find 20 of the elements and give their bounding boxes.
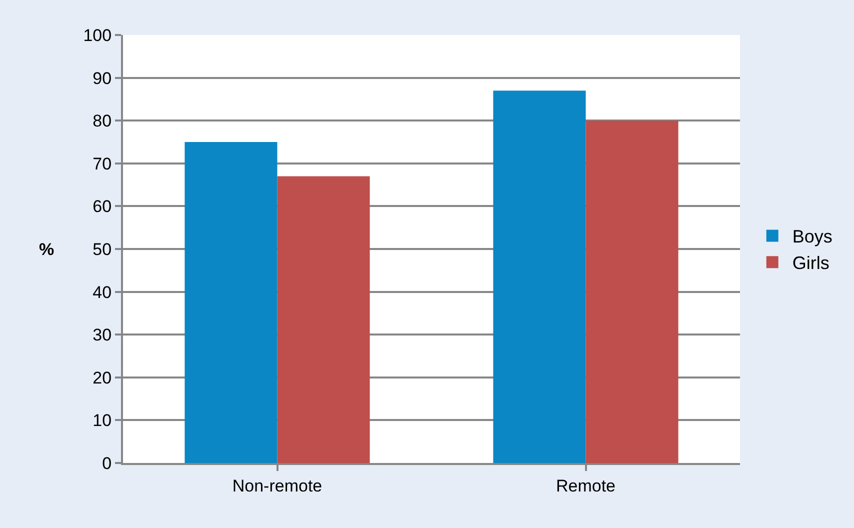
y-tick-label: 100 <box>83 26 112 45</box>
bar <box>184 142 278 463</box>
y-tick-label: 70 <box>92 154 112 174</box>
bar <box>493 90 586 463</box>
bar <box>277 176 370 463</box>
y-tick-label: 80 <box>92 112 112 131</box>
y-tick-label: 40 <box>92 282 112 302</box>
y-tick-label: 30 <box>92 326 112 345</box>
y-tick-label: 60 <box>92 197 112 216</box>
x-tick-label: Remote <box>556 476 616 496</box>
y-tick-label: 0 <box>102 454 112 473</box>
legend-label: Boys <box>792 226 832 247</box>
y-axis-title: % <box>39 240 54 259</box>
y-tick-label: 90 <box>92 68 112 88</box>
bar <box>586 120 678 463</box>
y-tick-label: 50 <box>92 240 112 259</box>
legend-label: Girls <box>792 253 830 274</box>
y-tick-label: 10 <box>92 411 112 430</box>
y-tick-label: 20 <box>92 368 112 388</box>
x-tick-label: Non-remote <box>232 476 322 496</box>
